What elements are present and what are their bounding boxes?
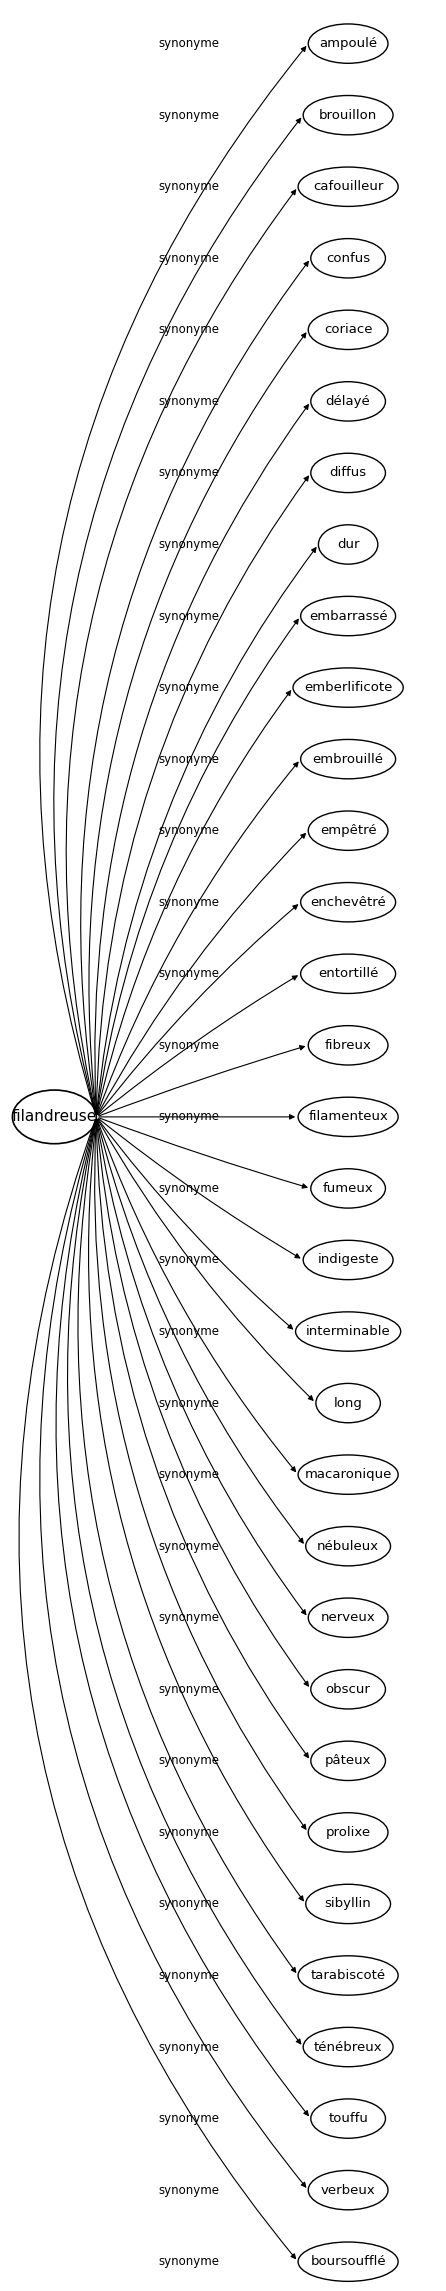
Text: boursoufflé: boursoufflé <box>310 2254 386 2268</box>
Text: synonyme: synonyme <box>159 2254 219 2268</box>
Text: confus: confus <box>326 252 370 266</box>
Text: synonyme: synonyme <box>159 1182 219 1196</box>
Text: cafouilleur: cafouilleur <box>313 181 383 192</box>
Text: synonyme: synonyme <box>159 1038 219 1052</box>
Text: synonyme: synonyme <box>159 1897 219 1911</box>
Text: macaronique: macaronique <box>305 1469 392 1482</box>
Text: nerveux: nerveux <box>321 1611 376 1624</box>
Text: tarabiscoté: tarabiscoté <box>310 1968 386 1982</box>
Text: synonyme: synonyme <box>159 609 219 623</box>
Text: empêtré: empêtré <box>320 825 376 836</box>
Text: délayé: délayé <box>326 394 371 408</box>
Text: embarrassé: embarrassé <box>309 609 388 623</box>
Text: synonyme: synonyme <box>159 1398 219 1409</box>
Text: synonyme: synonyme <box>159 1826 219 1840</box>
Text: synonyme: synonyme <box>159 1684 219 1695</box>
Text: synonyme: synonyme <box>159 37 219 50</box>
Text: diffus: diffus <box>330 467 367 479</box>
Text: synonyme: synonyme <box>159 967 219 981</box>
Text: long: long <box>334 1398 363 1409</box>
Text: ténébreux: ténébreux <box>314 2041 382 2053</box>
Text: nébuleux: nébuleux <box>317 1540 379 1553</box>
Text: synonyme: synonyme <box>159 1253 219 1267</box>
Text: synonyme: synonyme <box>159 2183 219 2197</box>
Text: obscur: obscur <box>326 1684 371 1695</box>
Text: synonyme: synonyme <box>159 538 219 550</box>
Text: synonyme: synonyme <box>159 1111 219 1123</box>
Text: enchevêtré: enchevêtré <box>310 896 386 910</box>
Text: synonyme: synonyme <box>159 680 219 694</box>
Text: entortillé: entortillé <box>318 967 378 981</box>
Text: synonyme: synonyme <box>159 323 219 337</box>
Text: filandreuse: filandreuse <box>12 1109 97 1125</box>
Text: synonyme: synonyme <box>159 2041 219 2053</box>
Text: synonyme: synonyme <box>159 896 219 910</box>
Text: synonyme: synonyme <box>159 1469 219 1482</box>
Text: filamenteux: filamenteux <box>308 1111 388 1123</box>
Text: brouillon: brouillon <box>319 108 377 121</box>
Text: interminable: interminable <box>306 1324 391 1338</box>
Text: prolixe: prolixe <box>326 1826 371 1840</box>
Text: synonyme: synonyme <box>159 181 219 192</box>
Text: synonyme: synonyme <box>159 1611 219 1624</box>
Text: sibyllin: sibyllin <box>325 1897 372 1911</box>
Text: synonyme: synonyme <box>159 1540 219 1553</box>
Text: touffu: touffu <box>328 2112 368 2126</box>
Text: pâteux: pâteux <box>325 1755 372 1766</box>
Text: fumeux: fumeux <box>323 1182 373 1196</box>
Text: embrouillé: embrouillé <box>313 754 384 765</box>
Text: coriace: coriace <box>324 323 372 337</box>
Text: synonyme: synonyme <box>159 2112 219 2126</box>
Text: ampoulé: ampoulé <box>319 37 377 50</box>
Text: synonyme: synonyme <box>159 467 219 479</box>
Text: synonyme: synonyme <box>159 1324 219 1338</box>
Text: synonyme: synonyme <box>159 394 219 408</box>
Text: synonyme: synonyme <box>159 1968 219 1982</box>
Text: indigeste: indigeste <box>317 1253 379 1267</box>
Text: synonyme: synonyme <box>159 825 219 836</box>
Text: synonyme: synonyme <box>159 1755 219 1766</box>
Text: synonyme: synonyme <box>159 754 219 765</box>
Text: verbeux: verbeux <box>321 2183 376 2197</box>
Text: dur: dur <box>337 538 359 550</box>
Text: synonyme: synonyme <box>159 108 219 121</box>
Text: fibreux: fibreux <box>325 1038 372 1052</box>
Text: synonyme: synonyme <box>159 252 219 266</box>
Text: emberlificote: emberlificote <box>304 680 392 694</box>
